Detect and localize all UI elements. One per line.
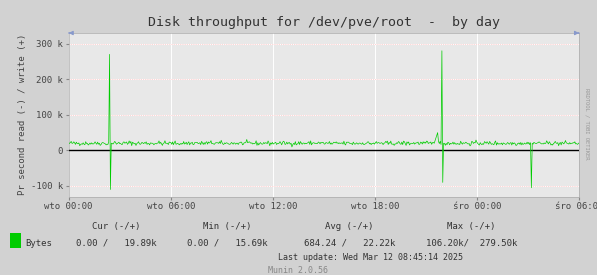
Text: Last update: Wed Mar 12 08:45:14 2025: Last update: Wed Mar 12 08:45:14 2025: [278, 253, 463, 262]
Text: Avg (-/+): Avg (-/+): [325, 222, 374, 231]
Text: 0.00 /   19.89k: 0.00 / 19.89k: [76, 239, 157, 248]
Text: Min (-/+): Min (-/+): [202, 222, 251, 231]
Text: Max (-/+): Max (-/+): [447, 222, 496, 231]
Text: RRDTOOL / TOBI OETIKER: RRDTOOL / TOBI OETIKER: [584, 88, 589, 160]
Text: Cur (-/+): Cur (-/+): [92, 222, 141, 231]
Text: 684.24 /   22.22k: 684.24 / 22.22k: [303, 239, 395, 248]
Y-axis label: Pr second read (-) / write (+): Pr second read (-) / write (+): [18, 34, 27, 196]
Title: Disk throughput for /dev/pve/root  -  by day: Disk throughput for /dev/pve/root - by d…: [148, 16, 500, 29]
Text: 106.20k/  279.50k: 106.20k/ 279.50k: [426, 239, 518, 248]
Text: 0.00 /   15.69k: 0.00 / 15.69k: [186, 239, 267, 248]
Text: Munin 2.0.56: Munin 2.0.56: [269, 266, 328, 274]
Text: Bytes: Bytes: [26, 239, 53, 248]
